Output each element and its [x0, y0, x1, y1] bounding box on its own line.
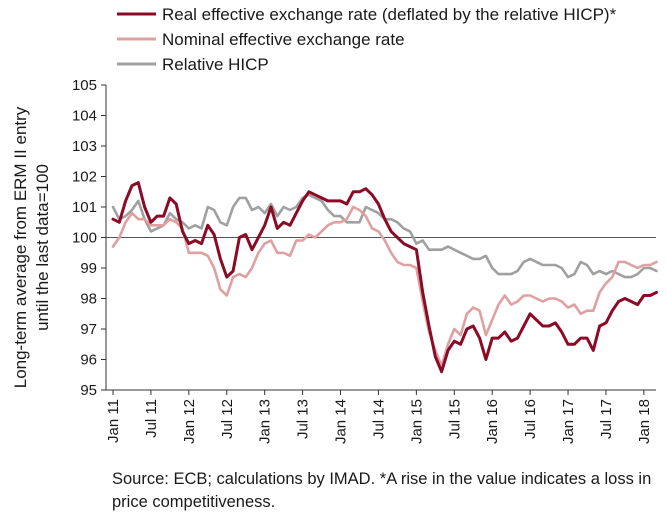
x-tick-label: Jul 15: [446, 399, 463, 439]
legend: Real effective exchange rate (deflated b…: [117, 5, 617, 74]
axes: [105, 85, 656, 391]
series-line-3: [111, 193, 658, 279]
y-axis-ticks: 95 96 97 98 99 100 101 102 103 104 105: [72, 77, 106, 399]
y-tick-label: 97: [80, 321, 97, 338]
y-axis-label-line-2: until the last data=100: [33, 164, 52, 331]
x-tick-label: Jul 14: [370, 399, 387, 439]
x-tick-label: Jan 13: [257, 399, 274, 444]
y-tick-label: 104: [72, 108, 97, 125]
y-tick-label: 95: [80, 382, 97, 399]
y-tick-label: 99: [80, 260, 97, 277]
x-tick-label: Jul 13: [295, 399, 312, 439]
series-lines: [111, 181, 658, 374]
y-tick-label: 103: [72, 138, 97, 155]
source-note: Source: ECB; calculations by IMAD. *A ri…: [112, 470, 652, 511]
x-tick-label: Jan 12: [181, 399, 198, 444]
x-tick-label: Jan 11: [105, 399, 122, 443]
y-tick-label: 100: [72, 230, 97, 247]
legend-label-3: Relative HICP: [162, 55, 269, 74]
y-tick-label: 98: [80, 291, 97, 308]
y-axis-label: Long-term average from ERM II entry until…: [11, 106, 52, 388]
y-tick-label: 102: [72, 169, 97, 186]
x-tick-label: Jan 18: [636, 399, 653, 444]
series-line-2: [111, 205, 658, 367]
y-tick-label: 105: [72, 77, 97, 94]
x-axis-ticks: Jan 11 Jul 11 Jan 12 Jul 12 Jan 13 Jul 13 Jan …: [105, 390, 653, 444]
legend-label-2: Nominal effective exchange rate: [162, 30, 405, 49]
x-tick-label: Jul 12: [219, 399, 236, 439]
legend-label-1: Real effective exchange rate (deflated b…: [162, 5, 617, 24]
x-tick-label: Jul 16: [522, 399, 539, 439]
y-tick-label: 101: [72, 199, 97, 216]
y-axis-label-line-1: Long-term average from ERM II entry: [11, 106, 30, 388]
x-tick-label: Jan 16: [484, 399, 501, 444]
x-tick-label: Jul 17: [598, 399, 615, 439]
x-tick-label: Jan 17: [560, 399, 577, 444]
x-tick-label: Jan 14: [333, 399, 350, 444]
series-line-1: [111, 181, 658, 374]
x-tick-label: Jan 15: [408, 399, 425, 444]
y-tick-label: 96: [80, 352, 97, 369]
x-tick-label: Jul 11: [143, 399, 160, 438]
